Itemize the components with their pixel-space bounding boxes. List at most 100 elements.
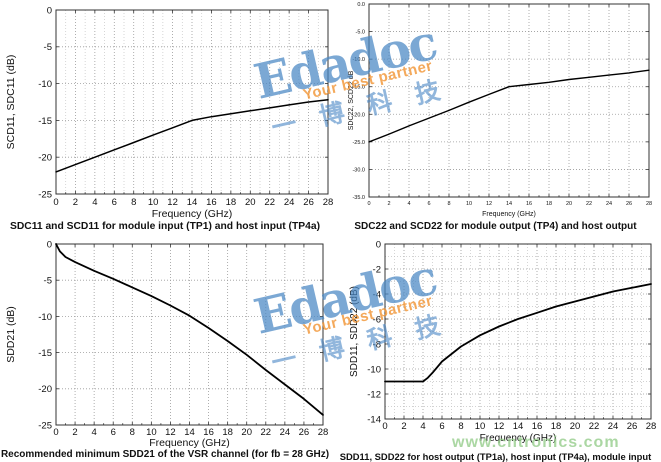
svg-text:-14: -14 xyxy=(367,414,381,425)
svg-text:-35.0: -35.0 xyxy=(352,195,365,201)
svg-text:18: 18 xyxy=(226,197,237,208)
svg-text:0: 0 xyxy=(367,201,370,207)
svg-text:26: 26 xyxy=(626,201,632,207)
svg-text:-10: -10 xyxy=(38,312,52,323)
svg-text:-15: -15 xyxy=(38,116,52,127)
chart-sdd21: 0 2 4 6 8 10 12 14 16 18 20 22 24 26 28 0 -5 -10 -15 -20 -25… xyxy=(0,231,330,462)
svg-text:8: 8 xyxy=(447,201,450,207)
svg-text:16: 16 xyxy=(203,427,214,438)
x-tick-labels: 0 2 4 6 8 10 12 14 16 18 20 22 24 26 28 xyxy=(367,201,652,207)
chart-sdd11-sdd22: 0 2 4 6 8 10 12 14 16 18 20 22 24 26 28 0 -2 -4 -6 -8 -10 -12… xyxy=(330,231,661,462)
y-axis-label: SCD11, SDC11 (dB) xyxy=(5,55,17,150)
svg-text:-25.0: -25.0 xyxy=(352,140,365,146)
axis-ticks xyxy=(55,243,324,426)
svg-text:14: 14 xyxy=(506,201,512,207)
svg-text:-25: -25 xyxy=(38,189,52,200)
chart-caption: SDC11 and SCD11 for module input (TP1) a… xyxy=(9,221,321,232)
svg-text:0: 0 xyxy=(53,197,58,208)
svg-text:-20.0: -20.0 xyxy=(352,112,365,118)
x-tick-labels: 0 2 4 6 8 10 12 14 16 18 20 22 24 26 28 xyxy=(382,421,656,432)
y-axis-label: SDD11, SDD22 (dB) xyxy=(349,286,360,377)
y-axis-label: SDD21 (dB) xyxy=(5,306,17,363)
chart-sdc22-scd22: 0 2 4 6 8 10 12 14 16 18 20 22 24 26 28 0.0 -5.0 -10.0 -15… xyxy=(330,0,661,240)
svg-text:0: 0 xyxy=(47,239,52,250)
svg-text:22: 22 xyxy=(260,427,271,438)
x-axis-label: Frequency (GHz) xyxy=(152,208,233,220)
svg-text:22: 22 xyxy=(586,201,592,207)
svg-text:12: 12 xyxy=(165,427,176,438)
svg-text:-20: -20 xyxy=(38,384,52,395)
x-axis-label: Frequency (GHz) xyxy=(480,433,557,444)
svg-text:28: 28 xyxy=(318,427,329,438)
svg-text:2: 2 xyxy=(401,421,406,432)
svg-text:4: 4 xyxy=(420,421,425,432)
svg-text:26: 26 xyxy=(627,421,638,432)
svg-text:-2: -2 xyxy=(373,264,381,275)
svg-text:0.0: 0.0 xyxy=(357,2,365,8)
data-curve xyxy=(55,243,324,416)
svg-text:16: 16 xyxy=(206,197,217,208)
data-curve xyxy=(368,69,650,143)
svg-text:10: 10 xyxy=(475,421,486,432)
svg-text:12: 12 xyxy=(494,421,505,432)
svg-text:8: 8 xyxy=(131,197,136,208)
svg-text:24: 24 xyxy=(606,201,612,207)
svg-text:12: 12 xyxy=(167,197,178,208)
svg-text:4: 4 xyxy=(407,201,410,207)
y-axis-label: SDC22, SCD22 dB xyxy=(348,70,355,130)
svg-text:28: 28 xyxy=(323,197,334,208)
svg-text:4: 4 xyxy=(92,197,97,208)
svg-text:14: 14 xyxy=(184,427,195,438)
svg-text:20: 20 xyxy=(245,197,256,208)
svg-text:14: 14 xyxy=(187,197,198,208)
y-tick-labels: 0 -5 -10 -15 -20 -25 xyxy=(38,5,52,200)
svg-text:0: 0 xyxy=(376,239,381,250)
svg-text:0: 0 xyxy=(47,5,52,16)
svg-text:24: 24 xyxy=(608,421,619,432)
svg-text:8: 8 xyxy=(130,427,135,438)
sdc22-scd22-plot: 0 2 4 6 8 10 12 14 16 18 20 22 24 26 280.0-5.0-10.0-15… xyxy=(348,2,652,218)
chart-caption: SDC22 and SCD22 for module output (TP4) … xyxy=(354,221,637,232)
svg-text:6: 6 xyxy=(439,421,444,432)
sdd21-plot: 0 2 4 6 8 10 12 14 16 18 20 22 24 26 280-5-10-15-20-25… xyxy=(5,239,328,449)
svg-text:2: 2 xyxy=(73,197,78,208)
data-curve xyxy=(55,99,329,173)
chart-caption: SDD11, SDD22 for host output (TP1a), hos… xyxy=(339,451,652,462)
svg-text:-10: -10 xyxy=(367,364,381,375)
svg-text:-10.0: -10.0 xyxy=(352,57,365,63)
svg-text:8: 8 xyxy=(458,421,463,432)
svg-text:-5: -5 xyxy=(44,42,52,53)
svg-text:2: 2 xyxy=(387,201,390,207)
svg-text:26: 26 xyxy=(303,197,314,208)
svg-text:28: 28 xyxy=(646,201,652,207)
svg-text:22: 22 xyxy=(589,421,600,432)
x-tick-labels: 0 2 4 6 8 10 12 14 16 18 20 22 24 26 28 xyxy=(53,427,328,438)
chart-caption: Recommended minimum SDD21 of the VSR cha… xyxy=(0,449,330,460)
svg-text:18: 18 xyxy=(551,421,562,432)
svg-text:-30.0: -30.0 xyxy=(352,167,365,173)
svg-text:10: 10 xyxy=(146,427,157,438)
gridlines xyxy=(385,244,651,419)
svg-text:-12: -12 xyxy=(367,389,381,400)
axis-ticks xyxy=(55,9,329,195)
svg-text:18: 18 xyxy=(222,427,233,438)
svg-text:22: 22 xyxy=(264,197,275,208)
svg-text:18: 18 xyxy=(546,201,552,207)
x-tick-labels: 0 2 4 6 8 10 12 14 16 18 20 22 24 26 28 xyxy=(53,197,333,208)
svg-text:2: 2 xyxy=(72,427,77,438)
svg-text:10: 10 xyxy=(148,197,159,208)
svg-text:20: 20 xyxy=(241,427,252,438)
axis-ticks xyxy=(384,243,652,420)
svg-text:-10: -10 xyxy=(38,79,52,90)
x-axis-label: Frequency (GHz) xyxy=(482,211,536,218)
y-tick-labels: 0 -5 -10 -15 -20 -25 xyxy=(38,239,52,431)
svg-text:-15.0: -15.0 xyxy=(352,85,365,91)
gridlines xyxy=(56,10,328,194)
svg-text:-20: -20 xyxy=(38,153,52,164)
svg-text:16: 16 xyxy=(526,201,532,207)
y-tick-labels: 0 -2 -4 -6 -8 -10 -12 -14 xyxy=(367,239,381,425)
gridlines xyxy=(369,4,649,197)
svg-text:-4: -4 xyxy=(373,289,381,300)
svg-text:26: 26 xyxy=(299,427,310,438)
